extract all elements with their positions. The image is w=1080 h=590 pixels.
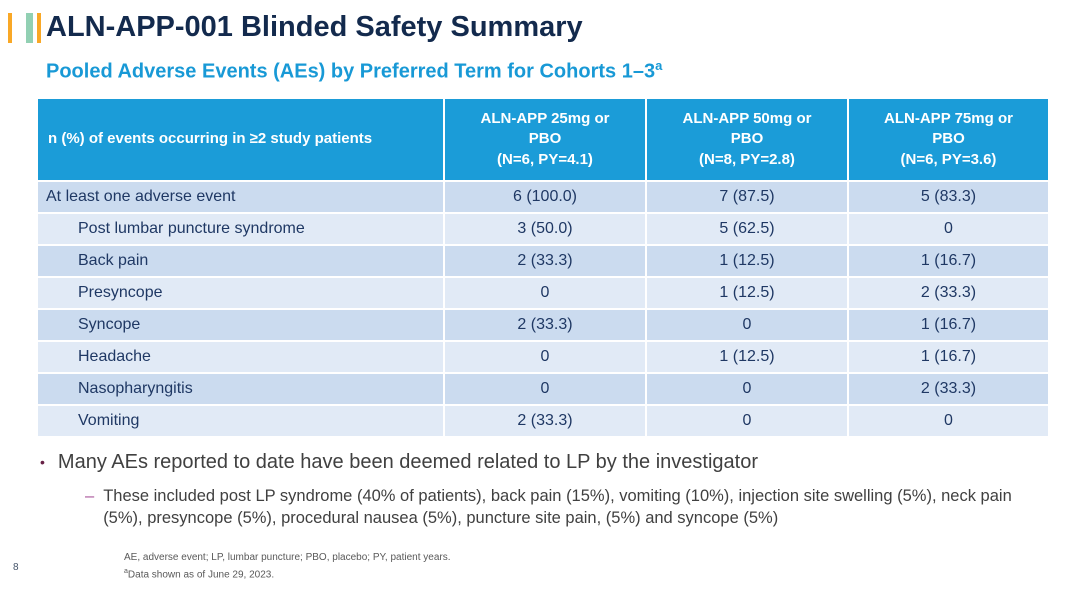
slide-subtitle-text: Pooled Adverse Events (AEs) by Preferred… bbox=[46, 60, 656, 83]
bullet-marker-icon: • bbox=[40, 454, 45, 470]
footnote-superscript: a bbox=[124, 568, 128, 575]
footnotes: AE, adverse event; LP, lumbar puncture; … bbox=[124, 551, 451, 582]
table-row-label: At least one adverse event bbox=[38, 182, 443, 212]
table-row-value: 5 (62.5) bbox=[647, 214, 847, 244]
logo-bar-orange-right bbox=[37, 13, 41, 43]
table-row-value: 1 (12.5) bbox=[647, 342, 847, 372]
bullet-sub: – These included post LP syndrome (40% o… bbox=[85, 485, 1031, 529]
table-row-label: Headache bbox=[38, 342, 443, 372]
column-header-aln-app-25mg: ALN-APP 25mg or PBO (N=6, PY=4.1) bbox=[445, 99, 645, 180]
table-row-value: 0 bbox=[445, 278, 645, 308]
table-row-value: 6 (100.0) bbox=[445, 182, 645, 212]
bullet-sub-text: These included post LP syndrome (40% of … bbox=[103, 487, 1012, 527]
column-header-aln-app-75mg: ALN-APP 75mg or PBO (N=6, PY=3.6) bbox=[849, 99, 1048, 180]
bullet-main: • Many AEs reported to date have been de… bbox=[40, 449, 758, 476]
row-label-column-header: n (%) of events occurring in ≥2 study pa… bbox=[38, 99, 443, 180]
table-row-value: 1 (12.5) bbox=[647, 278, 847, 308]
table-row-label: Back pain bbox=[38, 246, 443, 276]
table-row-value: 1 (16.7) bbox=[849, 310, 1048, 340]
table-row-value: 0 bbox=[445, 342, 645, 372]
table-row-value: 5 (83.3) bbox=[849, 182, 1048, 212]
footnote-data-cutoff: aData shown as of June 29, 2023. bbox=[124, 565, 451, 582]
table-row-value: 2 (33.3) bbox=[445, 406, 645, 436]
logo-bar-orange-left bbox=[8, 13, 12, 43]
table-row-label: Nasopharyngitis bbox=[38, 374, 443, 404]
slide-title: ALN-APP-001 Blinded Safety Summary bbox=[46, 11, 583, 43]
table-row-value: 2 (33.3) bbox=[445, 310, 645, 340]
table-row-value: 3 (50.0) bbox=[445, 214, 645, 244]
sub-bullet-marker-icon: – bbox=[85, 487, 95, 505]
bullet-main-text: Many AEs reported to date have been deem… bbox=[57, 451, 758, 473]
table-row-label: Syncope bbox=[38, 310, 443, 340]
table-row-label: Vomiting bbox=[38, 406, 443, 436]
table-row-value: 2 (33.3) bbox=[849, 278, 1048, 308]
logo-bar-teal bbox=[26, 13, 33, 43]
table-row-value: 7 (87.5) bbox=[647, 182, 847, 212]
slide-subtitle: Pooled Adverse Events (AEs) by Preferred… bbox=[46, 58, 662, 84]
adverse-events-table: n (%) of events occurring in ≥2 study pa… bbox=[38, 99, 1048, 436]
table-row-label: Presyncope bbox=[38, 278, 443, 308]
page-number: 8 bbox=[13, 562, 19, 573]
table-row-value: 0 bbox=[445, 374, 645, 404]
footnote-data-cutoff-text: Data shown as of June 29, 2023. bbox=[127, 569, 275, 581]
table-row-value: 2 (33.3) bbox=[445, 246, 645, 276]
table-row-value: 0 bbox=[647, 406, 847, 436]
table-row-value: 0 bbox=[849, 214, 1048, 244]
column-header-aln-app-50mg: ALN-APP 50mg or PBO (N=8, PY=2.8) bbox=[647, 99, 847, 180]
table-row-value: 2 (33.3) bbox=[849, 374, 1048, 404]
table-row-label: Post lumbar puncture syndrome bbox=[38, 214, 443, 244]
table-row-value: 0 bbox=[647, 374, 847, 404]
table-row-value: 0 bbox=[647, 310, 847, 340]
table-row-value: 1 (16.7) bbox=[849, 246, 1048, 276]
slide-subtitle-superscript: a bbox=[655, 58, 663, 73]
table-row-value: 1 (12.5) bbox=[647, 246, 847, 276]
table-row-value: 0 bbox=[849, 406, 1048, 436]
table-row-value: 1 (16.7) bbox=[849, 342, 1048, 372]
alnylam-logo-bars-icon bbox=[8, 13, 44, 43]
footnote-abbreviations: AE, adverse event; LP, lumbar puncture; … bbox=[124, 552, 451, 563]
